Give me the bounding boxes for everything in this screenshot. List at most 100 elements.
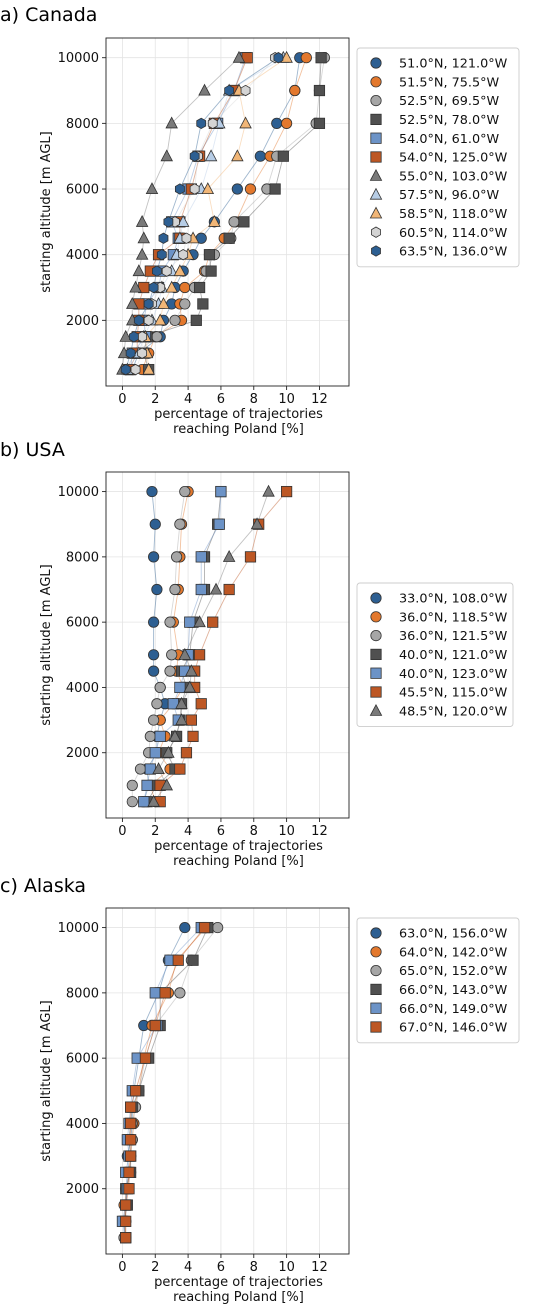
- legend-marker: [370, 151, 382, 163]
- data-point: [300, 52, 312, 64]
- data-point: [223, 583, 235, 596]
- axes-frame: [105, 471, 350, 819]
- data-point: [120, 363, 131, 376]
- legend-label: 36.0°N, 121.5°W: [399, 629, 508, 644]
- data-point: [193, 649, 206, 661]
- data-point: [289, 84, 301, 97]
- data-point: [151, 583, 163, 596]
- data-point: [228, 216, 240, 228]
- data-point: [125, 1101, 137, 1113]
- data-point: [179, 485, 191, 498]
- y-tick-label: 6000: [66, 1052, 99, 1067]
- x-tick-label: 4: [184, 824, 192, 839]
- axes-frame: [105, 37, 350, 387]
- data-point: [135, 214, 149, 227]
- legend-label: 52.5°N, 69.5°W: [399, 94, 499, 109]
- data-point: [203, 249, 216, 261]
- data-point: [149, 987, 161, 999]
- data-point: [125, 1117, 137, 1130]
- data-point: [123, 1183, 135, 1195]
- axes-frame: [105, 907, 350, 1255]
- x-tick-label: 4: [184, 1260, 192, 1275]
- data-point: [151, 331, 163, 343]
- data-point: [185, 664, 198, 677]
- data-point: [223, 232, 235, 244]
- data-point: [125, 1150, 137, 1162]
- data-point: [180, 747, 193, 759]
- legend-label: 54.0°N, 61.0°W: [399, 132, 499, 147]
- legend-marker: [370, 629, 382, 642]
- data-point: [232, 50, 246, 63]
- data-point: [137, 331, 148, 343]
- legend-marker: [369, 206, 383, 219]
- data-point: [178, 647, 192, 660]
- x-axis-label: percentage of trajectories: [154, 839, 323, 854]
- data-point: [149, 518, 161, 530]
- y-tick-label: 4000: [66, 248, 99, 263]
- data-point: [153, 313, 167, 326]
- data-point: [231, 149, 244, 162]
- legend-marker: [371, 226, 381, 238]
- x-tick-label: 0: [118, 824, 126, 839]
- y-tick-label: 10000: [58, 921, 99, 936]
- data-point: [173, 264, 187, 277]
- chart-panel-2: c) Alaska 0 2 4 6 8 10 12 2000 4000 6000 8000 10000 p…: [0, 875, 520, 1305]
- data-point: [146, 485, 158, 498]
- data-point: [164, 616, 176, 628]
- y-tick-label: 4000: [66, 681, 99, 696]
- data-point: [152, 762, 165, 775]
- data-point: [281, 117, 293, 129]
- grid: [106, 908, 349, 1254]
- legend-label: 52.5°N, 78.0°W: [399, 113, 499, 128]
- x-tick-label: 0: [118, 1260, 126, 1275]
- x-tick-label: 12: [311, 1260, 328, 1275]
- x-tick-label: 12: [311, 392, 328, 407]
- data-point: [126, 796, 138, 808]
- legend-label: 66.0°N, 143.0°W: [399, 983, 508, 998]
- series-markers: [116, 50, 330, 376]
- x-axis-label: reaching Poland [%]: [173, 854, 304, 869]
- data-point: [189, 183, 200, 195]
- x-tick-label: 10: [278, 1260, 295, 1275]
- data-point: [163, 216, 174, 228]
- data-point: [133, 314, 144, 327]
- y-tick-label: 10000: [58, 51, 99, 66]
- legend-marker: [370, 964, 382, 977]
- data-point: [208, 214, 221, 227]
- data-point: [158, 232, 169, 244]
- data-point: [205, 265, 217, 277]
- y-tick-label: 8000: [66, 550, 99, 565]
- data-point: [240, 84, 251, 97]
- legend-label: 33.0°N, 108.0°W: [399, 592, 508, 607]
- data-point: [207, 117, 218, 130]
- legend-label: 45.5°N, 115.0°W: [399, 686, 508, 701]
- data-point: [147, 794, 160, 807]
- legend-label: 63.5°N, 136.0°W: [399, 245, 508, 260]
- data-point: [244, 551, 257, 563]
- x-tick-label: 8: [250, 824, 258, 839]
- data-point: [148, 551, 160, 563]
- data-point: [159, 987, 171, 999]
- x-axis-label: reaching Poland [%]: [173, 422, 304, 437]
- data-point: [161, 265, 172, 277]
- data-point: [254, 150, 266, 162]
- data-point: [277, 150, 289, 162]
- data-point: [179, 298, 191, 310]
- legend-label: 57.5°N, 96.0°W: [399, 188, 499, 203]
- data-point: [156, 249, 167, 261]
- series-line-1: [123, 927, 207, 1238]
- data-point: [213, 518, 225, 530]
- y-tick-label: 8000: [66, 986, 99, 1001]
- x-tick-label: 10: [278, 392, 295, 407]
- data-point: [174, 183, 185, 195]
- data-point: [125, 1134, 137, 1146]
- legend: 33.0°N, 108.0°W 36.0°N, 118.5°W 36.0°N, 12…: [356, 582, 514, 728]
- legend-label: 54.0°N, 125.0°W: [399, 151, 508, 166]
- data-point: [137, 347, 148, 359]
- data-point: [120, 1232, 132, 1244]
- data-point: [120, 1199, 132, 1211]
- legend-label: 65.0°N, 152.0°W: [399, 964, 508, 979]
- legend-label: 66.0°N, 149.0°W: [399, 1002, 508, 1017]
- data-point: [142, 362, 155, 375]
